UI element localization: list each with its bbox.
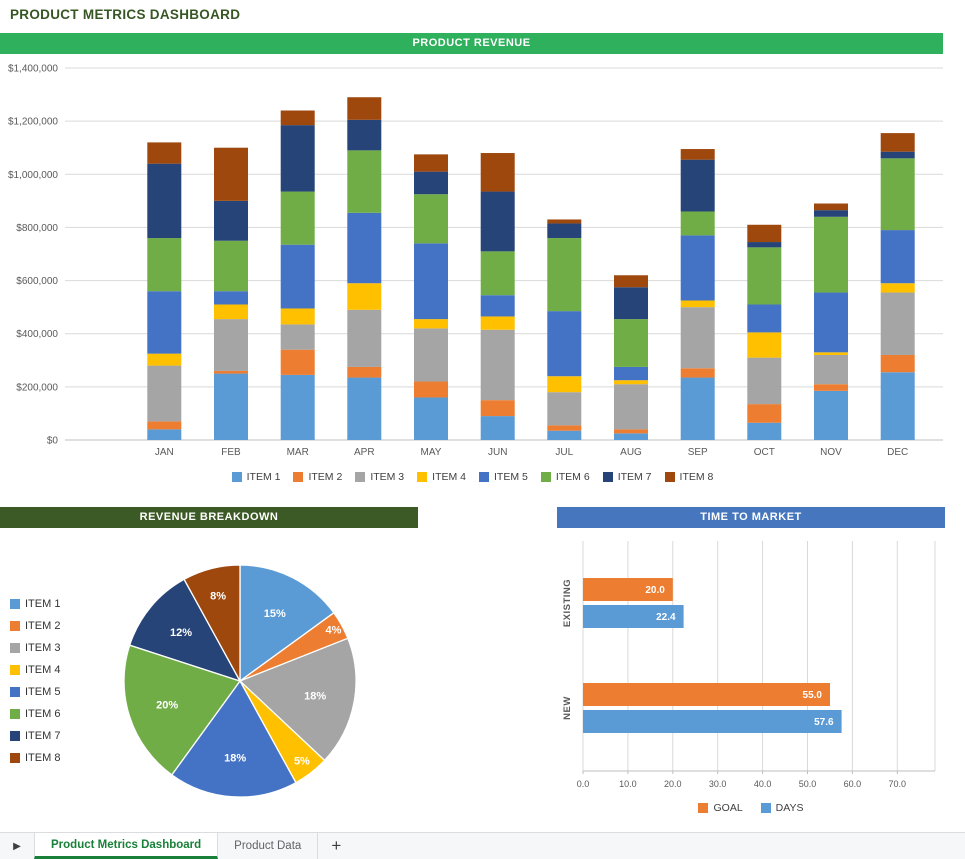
svg-text:55.0: 55.0: [803, 690, 823, 701]
pie-legend-item-8: ITEM 8: [10, 752, 60, 764]
tab-product-metrics-dashboard[interactable]: Product Metrics Dashboard: [34, 833, 219, 859]
ttm-section-banner: TIME TO MARKET: [557, 507, 945, 528]
svg-text:$1,400,000: $1,400,000: [8, 64, 58, 75]
svg-text:57.6: 57.6: [814, 717, 834, 728]
tab-product-data[interactable]: Product Data: [218, 833, 319, 859]
svg-text:$200,000: $200,000: [16, 382, 58, 393]
svg-text:SEP: SEP: [688, 447, 708, 458]
svg-text:22.4: 22.4: [656, 612, 676, 623]
revenue-legend-item-4: ITEM 4: [417, 471, 466, 483]
svg-text:20%: 20%: [156, 700, 178, 712]
svg-text:APR: APR: [354, 447, 375, 458]
legend-swatch-icon: [10, 709, 20, 719]
svg-text:JAN: JAN: [155, 447, 174, 458]
pie-legend-item-5: ITEM 5: [10, 686, 60, 698]
svg-text:$600,000: $600,000: [16, 276, 58, 287]
svg-text:$400,000: $400,000: [16, 329, 58, 340]
svg-text:NOV: NOV: [820, 447, 842, 458]
legend-swatch-icon: [293, 472, 304, 482]
revenue-legend-item-7: ITEM 7: [602, 471, 652, 483]
svg-text:12%: 12%: [170, 627, 192, 639]
ttm-chart-plot: 0.0 10.0 20.0 30.0 40.0 50.0 60.0 70.0 20.0 22.4 E…: [557, 533, 945, 805]
ttm-legend-item-2: DAYS: [760, 802, 804, 814]
svg-text:70.0: 70.0: [889, 779, 907, 789]
legend-swatch-icon: [355, 472, 366, 482]
svg-text:50.0: 50.0: [799, 779, 817, 789]
legend-swatch-icon: [10, 599, 20, 609]
legend-swatch-icon: [479, 472, 489, 482]
legend-swatch-icon: [664, 472, 675, 482]
svg-text:AUG: AUG: [620, 447, 642, 458]
legend-swatch-icon: [10, 643, 20, 653]
legend-swatch-icon: [602, 472, 613, 482]
revenue-legend-item-6: ITEM 6: [540, 471, 590, 483]
svg-text:$800,000: $800,000: [16, 223, 58, 234]
svg-text:8%: 8%: [210, 591, 226, 603]
pie-chart-plot: 15% 4% 18% 5% 18% 20% 12% 8%: [0, 535, 430, 825]
svg-text:30.0: 30.0: [709, 779, 727, 789]
add-sheet-button[interactable]: +: [331, 836, 342, 855]
revenue-chart-plot: $0 $200,000 $400,000 $600,000 $800,000 $1,000…: [0, 55, 945, 467]
svg-text:$0: $0: [47, 436, 59, 447]
svg-text:$1,200,000: $1,200,000: [8, 117, 58, 128]
tab-scroll-right-icon[interactable]: ▶: [13, 840, 21, 852]
revenue-section-banner: PRODUCT REVENUE: [0, 33, 943, 54]
svg-text:10.0: 10.0: [619, 779, 637, 789]
pie-legend-item-1: ITEM 1: [10, 598, 60, 610]
legend-swatch-icon: [10, 665, 20, 675]
revenue-legend-item-8: ITEM 8: [664, 471, 713, 483]
revenue-legend-item-5: ITEM 5: [479, 471, 528, 483]
svg-text:DEC: DEC: [887, 447, 908, 458]
svg-text:4%: 4%: [326, 625, 342, 637]
svg-text:FEB: FEB: [221, 447, 241, 458]
legend-swatch-icon: [10, 621, 20, 631]
svg-text:20.0: 20.0: [645, 585, 665, 596]
svg-text:JUN: JUN: [488, 447, 507, 458]
svg-text:MAR: MAR: [287, 447, 309, 458]
pie-legend-item-4: ITEM 4: [10, 664, 60, 676]
legend-swatch-icon: [10, 687, 20, 697]
svg-text:40.0: 40.0: [754, 779, 772, 789]
revenue-legend-item-1: ITEM 1: [231, 471, 280, 483]
pie-chart-legend: ITEM 1 ITEM 2 ITEM 3 ITEM 4 ITEM 5 ITEM 6 ITEM…: [10, 598, 60, 764]
svg-text:5%: 5%: [294, 756, 310, 768]
breakdown-section-banner: REVENUE BREAKDOWN: [0, 507, 418, 528]
revenue-legend-item-2: ITEM 2: [293, 471, 342, 483]
pie-legend-item-2: ITEM 2: [10, 620, 60, 632]
legend-swatch-icon: [417, 472, 428, 482]
svg-text:OCT: OCT: [754, 447, 775, 458]
svg-text:JUL: JUL: [555, 447, 573, 458]
svg-text:EXISTING: EXISTING: [562, 579, 573, 627]
svg-text:18%: 18%: [224, 752, 246, 764]
legend-swatch-icon: [10, 753, 20, 763]
pie-legend-item-3: ITEM 3: [10, 642, 60, 654]
svg-text:15%: 15%: [264, 608, 286, 620]
svg-text:20.0: 20.0: [664, 779, 682, 789]
ttm-legend-item-1: GOAL: [698, 802, 743, 814]
svg-text:$1,000,000: $1,000,000: [8, 170, 58, 181]
svg-text:MAY: MAY: [421, 447, 442, 458]
pie-legend-item-6: ITEM 6: [10, 708, 60, 720]
sheet-tab-bar: ▶ Product Metrics Dashboard Product Data …: [0, 832, 965, 859]
revenue-chart-legend: ITEM 1 ITEM 2 ITEM 3 ITEM 4 ITEM 5 ITEM 6 ITEM…: [0, 471, 945, 483]
pie-legend-item-7: ITEM 7: [10, 730, 60, 742]
legend-swatch-icon: [540, 472, 551, 482]
legend-swatch-icon: [698, 803, 709, 813]
ttm-chart-legend: GOAL DAYS: [557, 802, 945, 814]
legend-swatch-icon: [760, 803, 771, 813]
legend-swatch-icon: [231, 472, 242, 482]
svg-text:0.0: 0.0: [577, 779, 590, 789]
svg-text:60.0: 60.0: [844, 779, 862, 789]
svg-text:18%: 18%: [304, 690, 326, 702]
svg-text:NEW: NEW: [562, 696, 573, 720]
legend-swatch-icon: [10, 731, 20, 741]
sheet-tabs: Product Metrics Dashboard Product Data: [34, 833, 319, 859]
revenue-legend-item-3: ITEM 3: [355, 471, 404, 483]
page-title: PRODUCT METRICS DASHBOARD: [10, 7, 241, 22]
